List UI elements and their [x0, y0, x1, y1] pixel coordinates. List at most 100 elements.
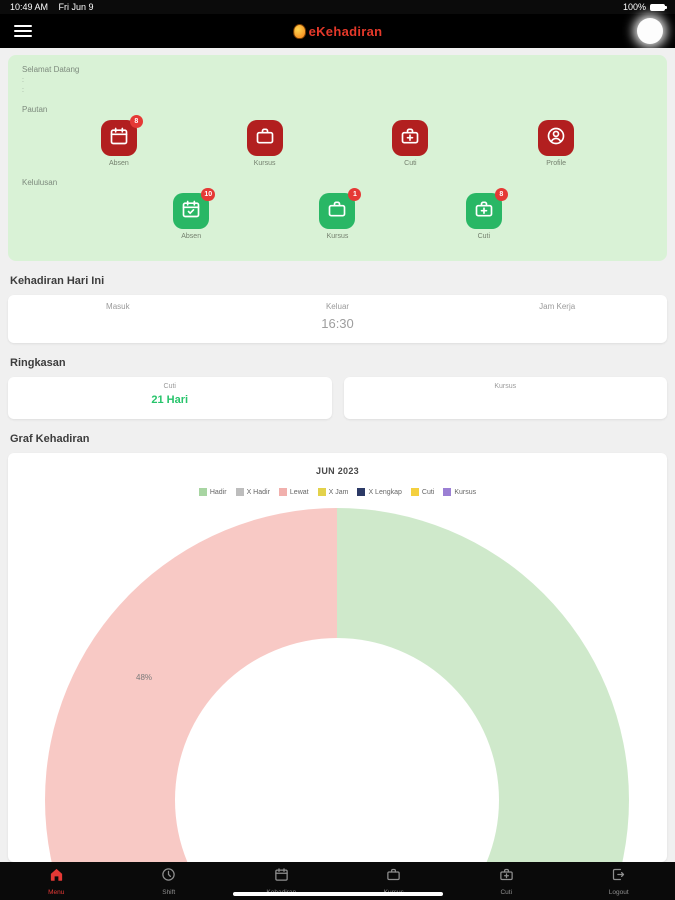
- badge-count: 8: [494, 188, 508, 201]
- legend-label: X Lengkap: [368, 488, 402, 496]
- legend-item[interactable]: Cuti: [410, 488, 435, 496]
- kelulusan-label: Kelulusan: [22, 178, 58, 187]
- attendance-col-header: Masuk: [106, 302, 130, 311]
- nav-label: Menu: [48, 888, 65, 896]
- legend-item[interactable]: X Lengkap: [357, 488, 402, 496]
- main-content: Selamat Datang : : Pautan 8 Absen: [0, 48, 675, 862]
- tile-label: Absen: [181, 233, 202, 240]
- nav-label: Shift: [162, 888, 176, 896]
- attendance-col-value: 16:30: [321, 316, 354, 331]
- nav-label: Cuti: [500, 888, 513, 896]
- badge-count: 1: [348, 188, 362, 201]
- legend-swatch: [317, 488, 326, 496]
- badge-count: 10: [201, 188, 216, 201]
- home-indicator[interactable]: [232, 892, 443, 896]
- clock-icon: [161, 867, 176, 887]
- legend-label: Lewat: [289, 488, 309, 496]
- briefcase-plus-icon: [499, 867, 514, 887]
- briefcase-icon: [255, 126, 275, 151]
- donut-slice-label: 48%: [136, 673, 153, 682]
- summary-card-cuti[interactable]: Cuti 21 Hari: [8, 377, 332, 419]
- tile-label: Kursus: [253, 160, 276, 167]
- summary-card-value: 21 Hari: [151, 394, 189, 406]
- pautan-item-profile[interactable]: Profile: [483, 120, 629, 167]
- chart-card: JUN 2023 Hadir X Hadir Lewat X Jam X Len…: [8, 453, 667, 862]
- status-date: Fri Jun 9: [58, 2, 94, 12]
- legend-item[interactable]: X Hadir: [235, 488, 270, 496]
- welcome-panel: Selamat Datang : : Pautan 8 Absen: [8, 55, 667, 261]
- donut-chart: [45, 508, 629, 862]
- section-title-ringkasan: Ringkasan: [10, 357, 66, 369]
- legend-swatch: [235, 488, 244, 496]
- summary-row: Cuti 21 Hari Kursus: [8, 377, 667, 419]
- legend-label: Hadir: [209, 488, 227, 496]
- user-line-1: :: [22, 77, 24, 84]
- legend-swatch: [443, 488, 452, 496]
- nav-item-logout[interactable]: Logout: [563, 862, 675, 900]
- calendar-icon: [109, 126, 129, 151]
- legend-swatch: [357, 488, 366, 496]
- calendar-icon: [274, 867, 289, 887]
- summary-card-title: Cuti: [163, 383, 176, 390]
- summary-card-title: Kursus: [494, 383, 517, 390]
- legend-label: X Jam: [328, 488, 349, 496]
- pautan-row: 8 Absen Kursus: [22, 115, 653, 167]
- legend-swatch: [198, 488, 207, 496]
- app-logo: eKehadiran: [292, 23, 383, 39]
- legend-item[interactable]: X Jam: [317, 488, 349, 496]
- kelulusan-item-cuti[interactable]: 8 Cuti: [411, 188, 557, 240]
- status-bar: 10:49 AM Fri Jun 9 100%: [0, 0, 675, 14]
- tile-label: Kursus: [326, 233, 349, 240]
- mascot-icon: [292, 23, 306, 39]
- tile-label: Cuti: [404, 160, 417, 167]
- chart-legend: Hadir X Hadir Lewat X Jam X Lengkap Cuti…: [8, 488, 667, 496]
- kelulusan-row: 10 Absen 1 Kursus: [22, 188, 653, 240]
- legend-swatch: [410, 488, 419, 496]
- attendance-card: Masuk Keluar 16:30 Jam Kerja: [8, 295, 667, 343]
- briefcase-plus-icon: [400, 126, 420, 151]
- battery-percent: 100%: [622, 2, 646, 12]
- nav-item-menu[interactable]: Menu: [0, 862, 113, 900]
- pautan-item-kursus[interactable]: Kursus: [192, 120, 338, 167]
- tile-label: Absen: [108, 160, 129, 167]
- hamburger-menu-icon[interactable]: [14, 25, 32, 37]
- pautan-item-cuti[interactable]: Cuti: [338, 120, 484, 167]
- legend-label: Kursus: [454, 488, 477, 496]
- attendance-col-jam-kerja: Jam Kerja: [447, 295, 667, 343]
- legend-item[interactable]: Lewat: [278, 488, 309, 496]
- bottom-nav: Menu Shift Kehadiran Kursus Cuti Logout: [0, 862, 675, 900]
- status-time: 10:49 AM: [10, 2, 49, 12]
- briefcase-icon: [386, 867, 401, 887]
- app-title: eKehadiran: [308, 23, 383, 39]
- kelulusan-item-absen[interactable]: 10 Absen: [118, 188, 264, 240]
- person-circle-icon: [546, 126, 566, 151]
- briefcase-icon: [327, 199, 347, 224]
- legend-item[interactable]: Hadir: [198, 488, 227, 496]
- attendance-col-header: Jam Kerja: [539, 302, 576, 311]
- status-time-date: 10:49 AM Fri Jun 9: [10, 2, 102, 12]
- pautan-label: Pautan: [22, 105, 48, 114]
- home-icon: [49, 867, 64, 887]
- section-title-graf: Graf Kehadiran: [10, 433, 90, 445]
- summary-card-kursus[interactable]: Kursus: [343, 377, 667, 419]
- legend-label: Cuti: [421, 488, 435, 496]
- user-line-2: :: [22, 87, 24, 94]
- legend-label: X Hadir: [246, 488, 270, 496]
- nav-item-shift[interactable]: Shift: [113, 862, 226, 900]
- nav-item-cuti[interactable]: Cuti: [450, 862, 563, 900]
- legend-item[interactable]: Kursus: [443, 488, 476, 496]
- tile-label: Cuti: [477, 233, 491, 240]
- attendance-col-keluar: Keluar 16:30: [228, 295, 448, 343]
- pautan-item-absen[interactable]: 8 Absen: [46, 115, 192, 167]
- attendance-col-header: Keluar: [325, 302, 350, 311]
- section-title-kehadiran: Kehadiran Hari Ini: [10, 275, 105, 287]
- badge-count: 8: [129, 115, 143, 128]
- battery-icon: [650, 3, 667, 11]
- avatar[interactable]: [637, 18, 663, 44]
- tile-label: Profile: [546, 160, 567, 167]
- greeting-text: Selamat Datang: [22, 65, 80, 74]
- logout-icon: [611, 867, 626, 887]
- briefcase-plus-icon: [474, 199, 494, 224]
- kelulusan-item-kursus[interactable]: 1 Kursus: [264, 188, 410, 240]
